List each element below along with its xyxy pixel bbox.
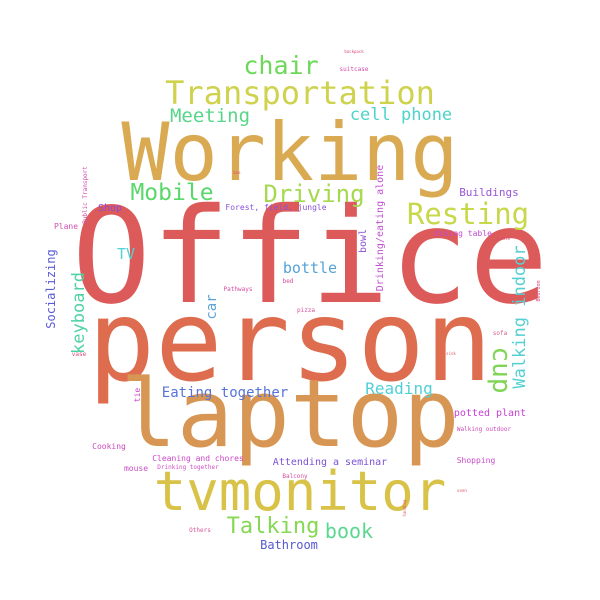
word-others: Others — [189, 527, 211, 534]
word-tvmonitor: tvmonitor — [154, 460, 447, 523]
word-resting: Resting — [407, 197, 529, 231]
word-sink: sink — [446, 351, 456, 356]
word-reading: Reading — [365, 379, 432, 398]
word-cleaning-and-chores: Cleaning and chores — [152, 454, 244, 463]
word-tie: tie — [133, 388, 142, 403]
word-pizza: pizza — [297, 307, 315, 314]
word-office: Office — [72, 180, 549, 334]
word-drinking-together: Drinking together — [157, 464, 219, 471]
word-balcony: Balcony — [282, 473, 308, 480]
word-handbag: handbag — [402, 499, 407, 516]
word-attending-a-seminar: Attending a seminar — [273, 457, 387, 468]
word-cup: cup — [486, 347, 516, 394]
word-meeting: Meeting — [170, 105, 250, 127]
word-cell-phone: cell phone — [350, 105, 452, 125]
word-oven: oven — [457, 488, 467, 493]
word-bottle: bottle — [283, 259, 337, 277]
word-car: car — [204, 294, 220, 319]
word-bathroom: Bathroom — [260, 538, 318, 552]
word-socializing: Socializing — [44, 249, 58, 328]
word-bus: bus — [233, 170, 241, 175]
word-mobile: Mobile — [130, 180, 213, 206]
word-potted-plant: potted plant — [454, 408, 526, 419]
word-shop: Shop — [98, 203, 122, 214]
word-walking-indoor: Walking indoor — [510, 245, 530, 388]
word-bed: bed — [283, 278, 294, 285]
word-talking: Talking — [227, 514, 320, 539]
word-forest-field-jungle: Forest, field, jungle — [225, 203, 326, 212]
word-vase: vase — [72, 351, 87, 358]
word-transportation: Transportation — [165, 74, 435, 112]
word-cooking: Cooking — [92, 442, 126, 451]
word-keyboard: keyboard — [69, 272, 89, 354]
word-buildings: Buildings — [459, 186, 519, 199]
word-pathways: Pathways — [224, 286, 253, 293]
word-chair: chair — [243, 51, 318, 80]
word-tv: TV — [117, 245, 135, 263]
word-public-transport: Public Transport — [82, 166, 89, 224]
word-driving: Driving — [263, 180, 364, 208]
word-bowl: bowl — [358, 229, 369, 253]
word-working: Working — [121, 106, 458, 199]
word-bedroom: Bedroom — [536, 280, 542, 301]
word-book: book — [325, 519, 373, 543]
word-sofa: sofa — [493, 330, 508, 337]
word-backpack: backpack — [344, 49, 364, 54]
word-dining-table: dining table — [434, 229, 492, 238]
word-suitcase: suitcase — [340, 66, 369, 73]
word-walking-outdoor: Walking outdoor — [457, 426, 512, 433]
word-drinking-eating-alone: Drinking/eating alone — [375, 165, 386, 291]
word-mouse: mouse — [124, 464, 148, 473]
word-plane: Plane — [54, 222, 78, 231]
word-eating-together: Eating together — [162, 385, 288, 401]
word-laptop: laptop — [120, 360, 460, 469]
word-person: person — [88, 277, 493, 407]
word-shopping: Shopping — [457, 456, 496, 465]
word-remote: remote — [496, 236, 511, 241]
